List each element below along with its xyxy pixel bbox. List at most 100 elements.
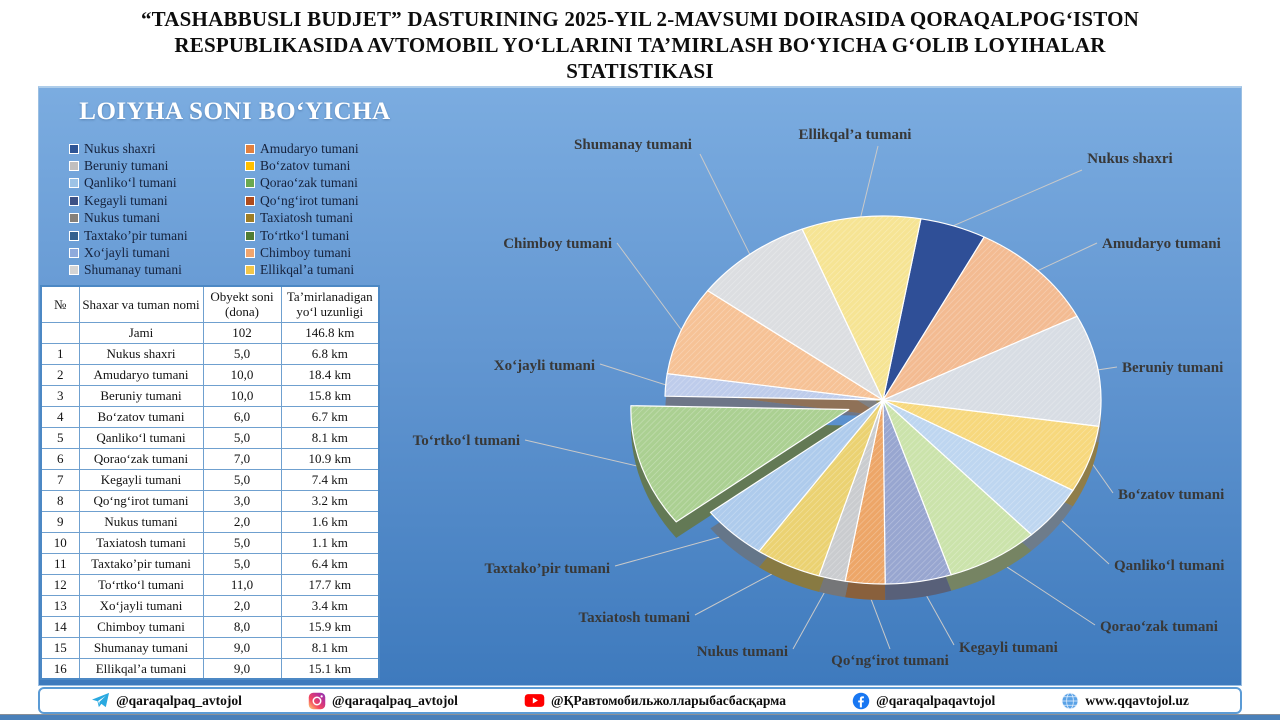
legend-item: Beruniy tumani [69, 157, 245, 174]
legend-label: Beruniy tumani [84, 158, 169, 174]
table-total-row: Jami 102 146.8 km [40, 321, 380, 344]
legend-label: Nukus shaxri [84, 140, 156, 156]
table-cell-length: 15.9 km [280, 615, 380, 638]
table-cell-name: Bo‘zatov tumani [78, 405, 204, 428]
legend-item: Shumanay tumani [69, 262, 245, 279]
table-cell-n: 13 [40, 594, 80, 617]
legend-item: Nukus shaxri [69, 140, 245, 157]
table-header-cell: Shaxar va tuman nomi [78, 285, 204, 323]
legend-item: Qanliko‘l tumani [69, 175, 245, 192]
table-row: 12 To‘rtko‘l tumani 11,0 17.7 km [40, 573, 380, 596]
footer-social-text: @qaraqalpaq_avtojol [116, 692, 242, 708]
chart-heading: LOIYHA SONI BO‘YICHA [79, 98, 391, 125]
footer-social-text: @ҚРавтомобильжолларыбасбасқарма [550, 692, 787, 708]
table-cell-n: 3 [40, 384, 80, 407]
legend-label: Kegayli tumani [84, 192, 168, 208]
table-cell-length: 1.1 km [280, 531, 380, 554]
table-cell-objects: 10,0 [202, 384, 282, 407]
table-cell-objects: 6,0 [202, 405, 282, 428]
table-header-cell: Obyekt soni (dona) [202, 285, 282, 323]
table-cell-objects: 3,0 [202, 489, 282, 512]
table-cell-objects: 9,0 [202, 657, 282, 680]
footer-social-item[interactable]: www.qqavtojol.uz [1061, 692, 1189, 710]
table-cell-name: Ellikqal’a tumani [78, 657, 204, 680]
table-header-cell: № [40, 285, 80, 323]
table-cell-objects: 5,0 [202, 468, 282, 491]
table-cell-name: Beruniy tumani [78, 384, 204, 407]
legend-item: Qorao‘zak tumani [245, 175, 389, 192]
table-cell-name: Qanliko‘l tumani [78, 426, 204, 449]
table-cell-name: To‘rtko‘l tumani [78, 573, 204, 596]
legend-label: Amudaryo tumani [260, 140, 359, 156]
globe-icon [1061, 692, 1079, 710]
table-cell-length: 146.8 km [280, 321, 380, 344]
legend-item: Chimboy tumani [245, 244, 389, 261]
legend-label: Chimboy tumani [260, 245, 352, 261]
table-cell-n: 6 [40, 447, 80, 470]
table-cell-name: Kegayli tumani [78, 468, 204, 491]
legend-swatch [69, 265, 79, 276]
table-cell-length: 17.7 km [280, 573, 380, 596]
legend-swatch [245, 143, 255, 154]
footer-bar: @qaraqalpaq_avtojol @qaraqalpaq_avtojol @Қ… [38, 687, 1242, 714]
legend-swatch [245, 248, 255, 259]
table-row: 13 Xo‘jayli tumani 2,0 3.4 km [40, 594, 380, 617]
table-cell-objects: 102 [202, 321, 282, 344]
table-cell-length: 7.4 km [280, 468, 380, 491]
legend-item: Taxiatosh tumani [245, 210, 389, 227]
legend-item: Kegayli tumani [69, 192, 245, 209]
table-cell-length: 15.8 km [280, 384, 380, 407]
table-row: 10 Taxiatosh tumani 5,0 1.1 km [40, 531, 380, 554]
table-row: 14 Chimboy tumani 8,0 15.9 km [40, 615, 380, 638]
table-cell-n: 11 [40, 552, 80, 575]
table-cell-length: 10.9 km [280, 447, 380, 470]
table-cell-n: 4 [40, 405, 80, 428]
table-cell-length: 6.7 km [280, 405, 380, 428]
table-row: 16 Ellikqal’a tumani 9,0 15.1 km [40, 657, 380, 680]
legend-swatch [245, 178, 255, 189]
bottom-strip [0, 714, 1280, 720]
table-cell-name: Qo‘ng‘irot tumani [78, 489, 204, 512]
footer-social-item[interactable]: @ҚРавтомобильжолларыбасбасқарма [524, 692, 786, 709]
stats-panel: LOIYHA SONI BO‘YICHA Nukus shaxri Amudary… [38, 86, 1242, 686]
legend-label: Qorao‘zak tumani [260, 175, 358, 191]
legend-item: Qo‘ng‘irot tumani [245, 192, 389, 209]
table-cell-n: 9 [40, 510, 80, 533]
table-cell-name: Shumanay tumani [78, 636, 204, 659]
table-cell-n: 12 [40, 573, 80, 596]
projects-table-body: Jami 102 146.8 km 1 Nukus shaxri 5,0 6.8 km 2 Am… [40, 321, 380, 680]
table-row: 7 Kegayli tumani 5,0 7.4 km [40, 468, 380, 491]
table-cell-length: 1.6 km [280, 510, 380, 533]
projects-table: № Shaxar va tuman nomi Obyekt soni (dona) T… [40, 285, 380, 680]
youtube-icon [524, 692, 545, 709]
footer-social-item[interactable]: @qaraqalpaqavtojol [852, 692, 995, 710]
page-title-line-3: STATISTIKASI [566, 59, 714, 83]
table-cell-name: Xo‘jayli tumani [78, 594, 204, 617]
table-row: 15 Shumanay tumani 9,0 8.1 km [40, 636, 380, 659]
table-cell-n: 10 [40, 531, 80, 554]
footer-social-text: @qaraqalpaq_avtojol [332, 692, 458, 708]
legend-label: Nukus tumani [84, 210, 161, 226]
table-row: 2 Amudaryo tumani 10,0 18.4 km [40, 363, 380, 386]
legend-swatch [245, 195, 255, 206]
table-cell-n: 8 [40, 489, 80, 512]
table-cell-name: Jami [78, 321, 204, 344]
legend-label: Qo‘ng‘irot tumani [260, 192, 359, 208]
table-cell-objects: 7,0 [202, 447, 282, 470]
legend-swatch [245, 161, 255, 172]
legend-item: Nukus tumani [69, 210, 245, 227]
projects-table-wrap: № Shaxar va tuman nomi Obyekt soni (dona) T… [40, 285, 380, 680]
legend-item: Xo‘jayli tumani [69, 244, 245, 261]
legend-item: Ellikqal’a tumani [245, 262, 389, 279]
footer-social-item[interactable]: @qaraqalpaq_avtojol [91, 691, 242, 710]
legend-label: Ellikqal’a tumani [260, 262, 355, 278]
table-cell-objects: 5,0 [202, 426, 282, 449]
table-cell-name: Amudaryo tumani [78, 363, 204, 386]
table-cell-objects: 5,0 [202, 342, 282, 365]
facebook-icon [852, 692, 870, 710]
footer-social-text: @qaraqalpaqavtojol [876, 692, 996, 708]
legend-swatch [69, 195, 79, 206]
instagram-icon [308, 692, 326, 710]
footer-social-item[interactable]: @qaraqalpaq_avtojol [308, 692, 458, 710]
